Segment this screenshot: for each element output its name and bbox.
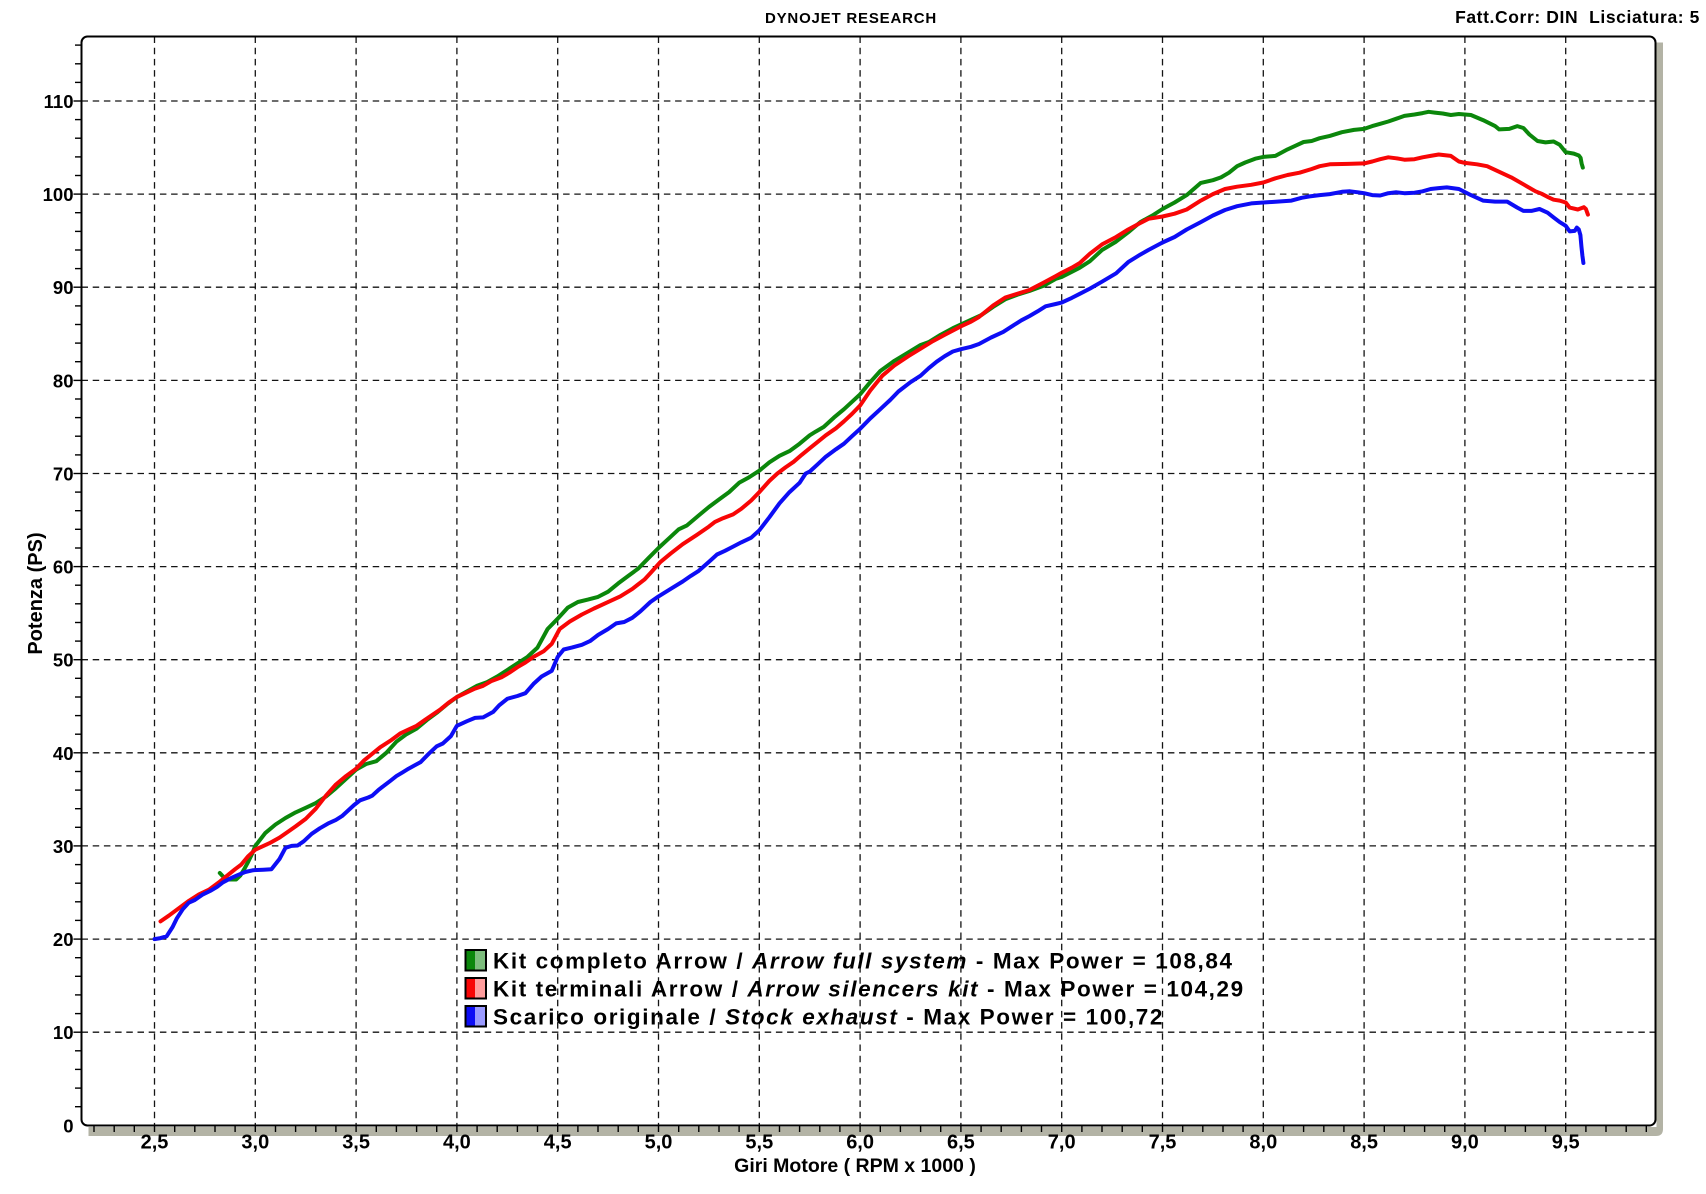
svg-text:50: 50 [53,650,74,671]
svg-text:5,5: 5,5 [745,1132,773,1154]
svg-text:4,5: 4,5 [544,1132,572,1154]
svg-text:Potenza (PS): Potenza (PS) [25,532,47,654]
svg-text:110: 110 [44,91,74,112]
svg-text:60: 60 [53,557,74,578]
svg-text:DYNOJET RESEARCH: DYNOJET RESEARCH [765,10,937,27]
svg-text:40: 40 [53,743,74,764]
svg-text:8,5: 8,5 [1350,1132,1378,1154]
svg-text:Kit terminali Arrow / Arrow si: Kit terminali Arrow / Arrow silencers ki… [493,977,1245,1002]
svg-text:100: 100 [43,184,74,205]
svg-text:6,0: 6,0 [846,1132,874,1154]
svg-text:Fatt.Corr: DIN Lisciatura: 5: Fatt.Corr: DIN Lisciatura: 5 [1455,7,1700,27]
svg-text:5,0: 5,0 [645,1132,673,1154]
svg-text:0: 0 [63,1115,73,1136]
svg-text:90: 90 [53,277,74,298]
svg-text:9,5: 9,5 [1552,1132,1580,1154]
svg-text:30: 30 [53,836,74,857]
svg-text:7,0: 7,0 [1048,1132,1076,1154]
svg-text:Kit completo Arrow / Arrow ful: Kit completo Arrow / Arrow full system -… [493,949,1234,974]
svg-text:7,5: 7,5 [1149,1132,1177,1154]
svg-text:3,0: 3,0 [241,1132,269,1154]
svg-text:4,0: 4,0 [443,1132,471,1154]
svg-text:3,5: 3,5 [342,1132,370,1154]
svg-text:6,5: 6,5 [947,1132,975,1154]
svg-text:10: 10 [53,1022,74,1043]
svg-text:9,0: 9,0 [1451,1132,1479,1154]
svg-text:80: 80 [53,370,74,391]
svg-text:Giri Motore ( RPM x 1000 ): Giri Motore ( RPM x 1000 ) [734,1155,976,1177]
svg-text:Scarico originale / Stock exha: Scarico originale / Stock exhaust - Max … [493,1005,1164,1030]
svg-text:8,0: 8,0 [1249,1132,1277,1154]
svg-text:20: 20 [53,929,74,950]
svg-text:70: 70 [53,464,74,485]
svg-text:2,5: 2,5 [141,1132,169,1154]
